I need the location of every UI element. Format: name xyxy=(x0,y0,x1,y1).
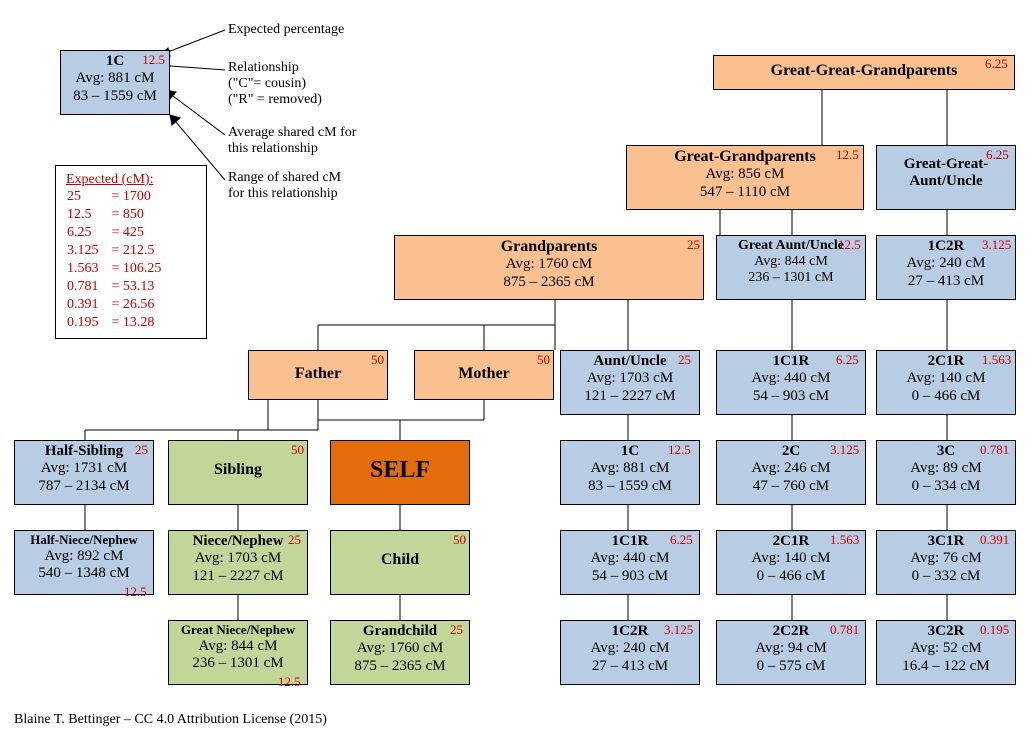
node-mother: Mother xyxy=(414,350,554,400)
node-halfsib: Half-Sibling Avg: 1731 cM 787 – 2134 cM xyxy=(14,440,154,505)
node-gchild: Grandchild Avg: 1760 cM 875 – 2365 cM xyxy=(330,620,470,685)
pct-3c2r: 0.195 xyxy=(980,622,1009,638)
expected-row: 1.563= 106.25 xyxy=(66,260,162,278)
expected-row: 6.25= 425 xyxy=(66,224,162,242)
expected-row: 0.195= 13.28 xyxy=(66,314,162,332)
pct-1c2r: 3.125 xyxy=(664,622,693,638)
legend-box: 1C Avg: 881 cM 83 – 1559 cM 12.5 xyxy=(60,50,170,115)
expected-table: Expected (cM): 25= 170012.5= 8506.25= 42… xyxy=(55,165,207,339)
pct-2c1r: 1.563 xyxy=(830,532,859,548)
legend-range: 83 – 1559 cM xyxy=(65,88,165,105)
pct-2c2r: 0.781 xyxy=(830,622,859,638)
pct-nn: 25 xyxy=(288,532,301,548)
node-child: Child xyxy=(330,530,470,595)
node-self: SELF xyxy=(330,440,470,505)
legend-pct: 12.5 xyxy=(142,53,165,68)
pct-3c: 0.781 xyxy=(980,442,1009,458)
expected-row: 25= 1700 xyxy=(66,188,162,206)
pct-gau: 12.5 xyxy=(838,237,861,253)
pct-gchild: 25 xyxy=(450,622,463,638)
pct-1c: 12.5 xyxy=(668,442,691,458)
expected-row: 3.125= 212.5 xyxy=(66,242,162,260)
expected-header: Expected (cM): xyxy=(66,172,196,188)
expected-row: 0.781= 53.13 xyxy=(66,278,162,296)
pct-halfnn: 12.5 xyxy=(124,584,147,600)
pct-ggp: 12.5 xyxy=(836,147,859,163)
expected-row: 12.5= 850 xyxy=(66,206,162,224)
ann-avg: Average shared cM for this relationship xyxy=(228,125,356,157)
pct-gnn: 12.5 xyxy=(278,674,301,690)
ann-expected-pct: Expected percentage xyxy=(228,22,344,38)
pct-2c1r-top: 1.563 xyxy=(982,352,1011,368)
pct-3c1r: 0.391 xyxy=(980,532,1009,548)
node-nn: Niece/Nephew Avg: 1703 cM 121 – 2227 cM xyxy=(168,530,308,595)
credit-line: Blaine T. Bettinger – CC 4.0 Attribution… xyxy=(14,712,327,728)
pct-1c1r-top: 6.25 xyxy=(836,352,859,368)
node-gp: Grandparents Avg: 1760 cM 875 – 2365 cM xyxy=(394,235,704,300)
legend-avg: Avg: 881 cM xyxy=(65,70,165,87)
node-sibling: Sibling xyxy=(168,440,308,505)
pct-sibling: 50 xyxy=(291,442,304,458)
node-father: Father xyxy=(248,350,388,400)
pct-gp: 25 xyxy=(687,237,700,253)
pct-gggp: 6.25 xyxy=(985,56,1008,72)
pct-ggau: 6.25 xyxy=(986,147,1009,163)
pct-1c1r: 6.25 xyxy=(670,532,693,548)
pct-au: 25 xyxy=(678,352,691,368)
pct-mother: 50 xyxy=(537,352,550,368)
pct-child: 50 xyxy=(453,532,466,548)
node-ggp: Great-Grandparents Avg: 856 cM 547 – 111… xyxy=(626,145,864,210)
ann-range: Range of shared cM for this relationship xyxy=(228,170,341,202)
ann-relationship: Relationship ("C"= cousin) ("R" = remove… xyxy=(228,60,322,108)
pct-2c: 3.125 xyxy=(830,442,859,458)
pct-father: 50 xyxy=(371,352,384,368)
pct-1c2r-top: 3.125 xyxy=(982,237,1011,253)
node-gggp: Great-Great-Grandparents xyxy=(713,55,1015,90)
pct-halfsib: 25 xyxy=(135,442,148,458)
expected-row: 0.391= 26.56 xyxy=(66,296,162,314)
